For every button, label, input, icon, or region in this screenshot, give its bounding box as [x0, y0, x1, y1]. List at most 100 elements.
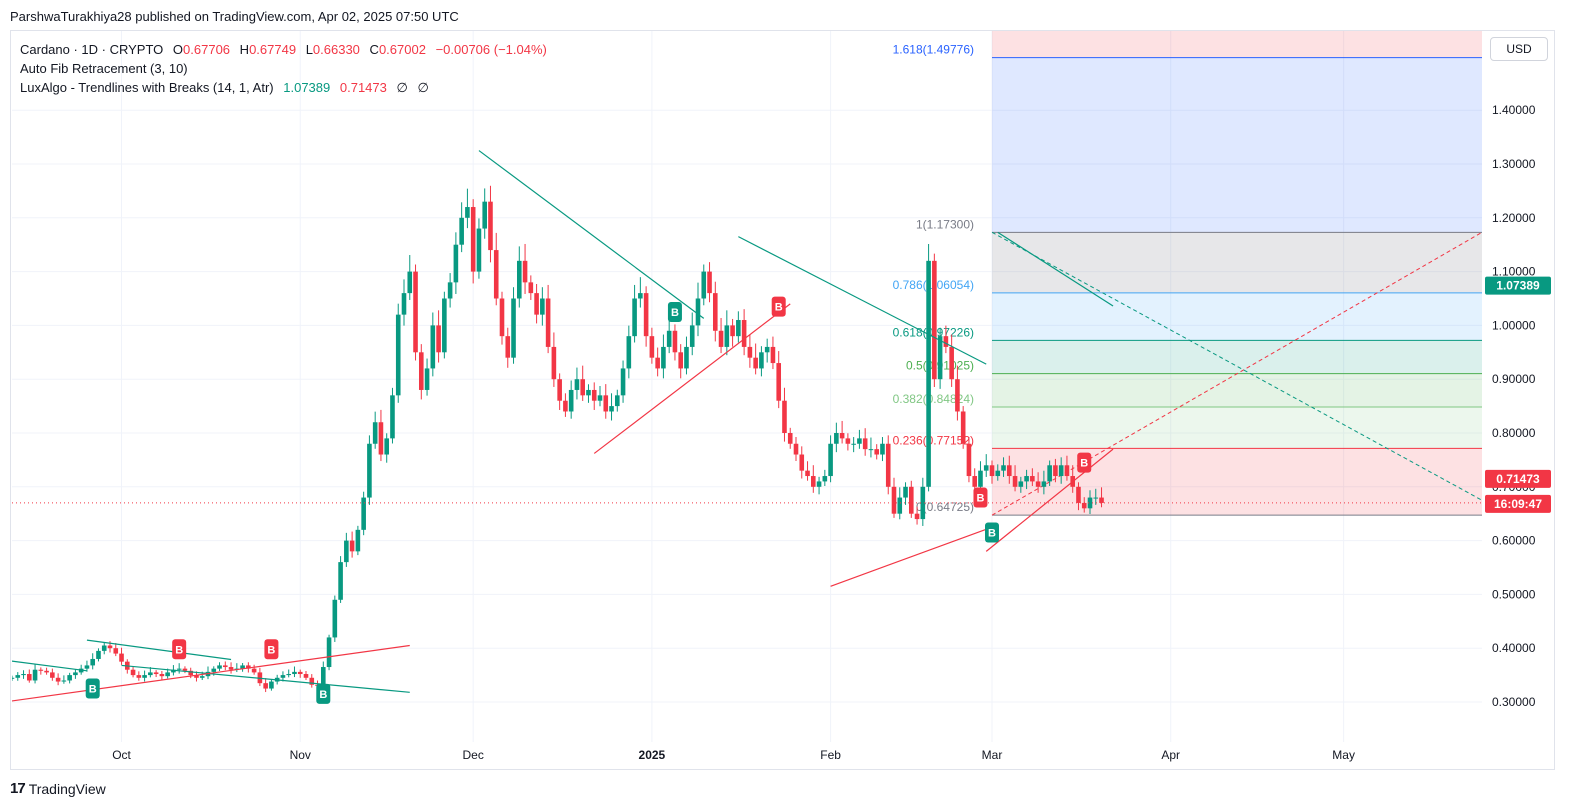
candle-body	[407, 271, 413, 294]
high-value: 0.67749	[249, 42, 297, 57]
break-signal-box	[316, 683, 331, 704]
candle-body	[355, 529, 361, 552]
candle-body	[741, 320, 747, 347]
candle-body	[367, 443, 372, 498]
candle-body	[453, 244, 459, 283]
candle-body	[194, 675, 199, 678]
candle-body	[1076, 486, 1081, 503]
break-signal-box	[85, 678, 100, 699]
break-signal-box	[667, 301, 682, 322]
x-tick-label: Mar	[982, 748, 1003, 762]
candle-body	[384, 438, 390, 455]
currency-selector[interactable]: USD	[1490, 37, 1548, 61]
trendline-teal	[121, 664, 410, 693]
candle-body	[862, 438, 868, 450]
candle-body	[845, 438, 851, 444]
candle-body	[372, 422, 378, 444]
chart-frame[interactable]	[10, 30, 1555, 770]
candle-body	[136, 675, 142, 678]
break-signal-label: B	[988, 528, 996, 540]
candle-body	[1081, 502, 1087, 509]
candle-body	[557, 379, 562, 401]
candle-body	[868, 449, 874, 451]
fib-zone	[992, 448, 1482, 516]
candle-body	[932, 260, 937, 380]
candle-body	[119, 653, 124, 662]
break-signal-badge: B	[316, 683, 331, 704]
candle-body	[655, 357, 660, 369]
symbol-label[interactable]: Cardano · 1D · CRYPTO	[20, 42, 164, 57]
candle-body	[499, 298, 505, 337]
candle-body	[476, 228, 482, 272]
candle-body	[563, 400, 568, 412]
candle-body	[61, 680, 67, 682]
candle-body	[891, 486, 897, 514]
y-tick-label: 1.00000	[1492, 318, 1536, 332]
candle-body	[839, 433, 845, 439]
candle-body	[718, 330, 724, 347]
candle-body	[672, 330, 678, 353]
candle-body	[591, 389, 597, 401]
candle-body	[442, 298, 447, 353]
candle-body	[171, 669, 176, 673]
candle-body	[857, 438, 862, 444]
candle-body	[199, 676, 205, 678]
candle-body	[534, 293, 539, 315]
candle-body	[874, 449, 880, 455]
low-value: 0.66330	[312, 42, 360, 57]
candle-body	[1006, 465, 1012, 477]
candle-body	[736, 320, 741, 337]
break-signal-label: B	[267, 644, 275, 656]
candle-body	[678, 352, 684, 369]
candle-body	[15, 675, 21, 678]
candle-body	[730, 325, 735, 337]
candle-body	[511, 298, 516, 358]
candle-body	[989, 465, 995, 477]
candle-body	[793, 443, 799, 455]
break-signal-box	[771, 296, 786, 317]
tradingview-mark-icon: 17	[10, 780, 26, 797]
candle-body	[770, 346, 776, 364]
candle-body	[153, 672, 159, 675]
candle-body	[880, 443, 885, 455]
candle-body	[176, 668, 182, 670]
candle-body	[470, 207, 476, 272]
candle-body	[1093, 497, 1099, 499]
candle-body	[545, 298, 551, 347]
candle-body	[55, 677, 61, 682]
break-signal-badge: B	[1077, 452, 1092, 473]
candle-body	[1024, 476, 1029, 482]
candle-body	[101, 645, 107, 651]
candle-body	[782, 400, 787, 433]
candle-body	[459, 217, 464, 245]
indicator-luxalgo-value-2: 0.71473	[339, 80, 387, 95]
candle-body	[246, 665, 251, 669]
candle-body	[810, 476, 816, 487]
x-tick-label: Apr	[1161, 748, 1180, 762]
candle-body	[447, 282, 453, 299]
candle-body	[937, 336, 943, 380]
indicator-fib-row: Auto Fib Retracement (3, 10)	[20, 59, 547, 78]
break-signal-badge: B	[985, 522, 999, 543]
candle-body	[12, 677, 15, 679]
candle-body	[436, 325, 441, 353]
candle-body	[395, 314, 401, 396]
candle-body	[949, 346, 954, 380]
candle-body	[983, 465, 989, 471]
indicator-luxalgo-label[interactable]: LuxAlgo - Trendlines with Breaks (14, 1,…	[20, 80, 274, 95]
indicator-fib-label[interactable]: Auto Fib Retracement (3, 10)	[20, 61, 188, 76]
candle-body	[816, 481, 822, 487]
candle-body	[113, 648, 119, 654]
candle-body	[689, 325, 695, 347]
candle-body	[26, 674, 32, 681]
tradingview-logo[interactable]: 17 TradingView	[10, 780, 106, 797]
candle-body	[661, 346, 666, 369]
candle-body	[943, 336, 949, 347]
high-label: H	[239, 42, 250, 57]
trendline-red	[12, 644, 410, 702]
candle-body	[712, 293, 718, 331]
candle-body	[378, 422, 384, 455]
candle-body	[361, 497, 366, 530]
candle-body	[465, 207, 470, 218]
